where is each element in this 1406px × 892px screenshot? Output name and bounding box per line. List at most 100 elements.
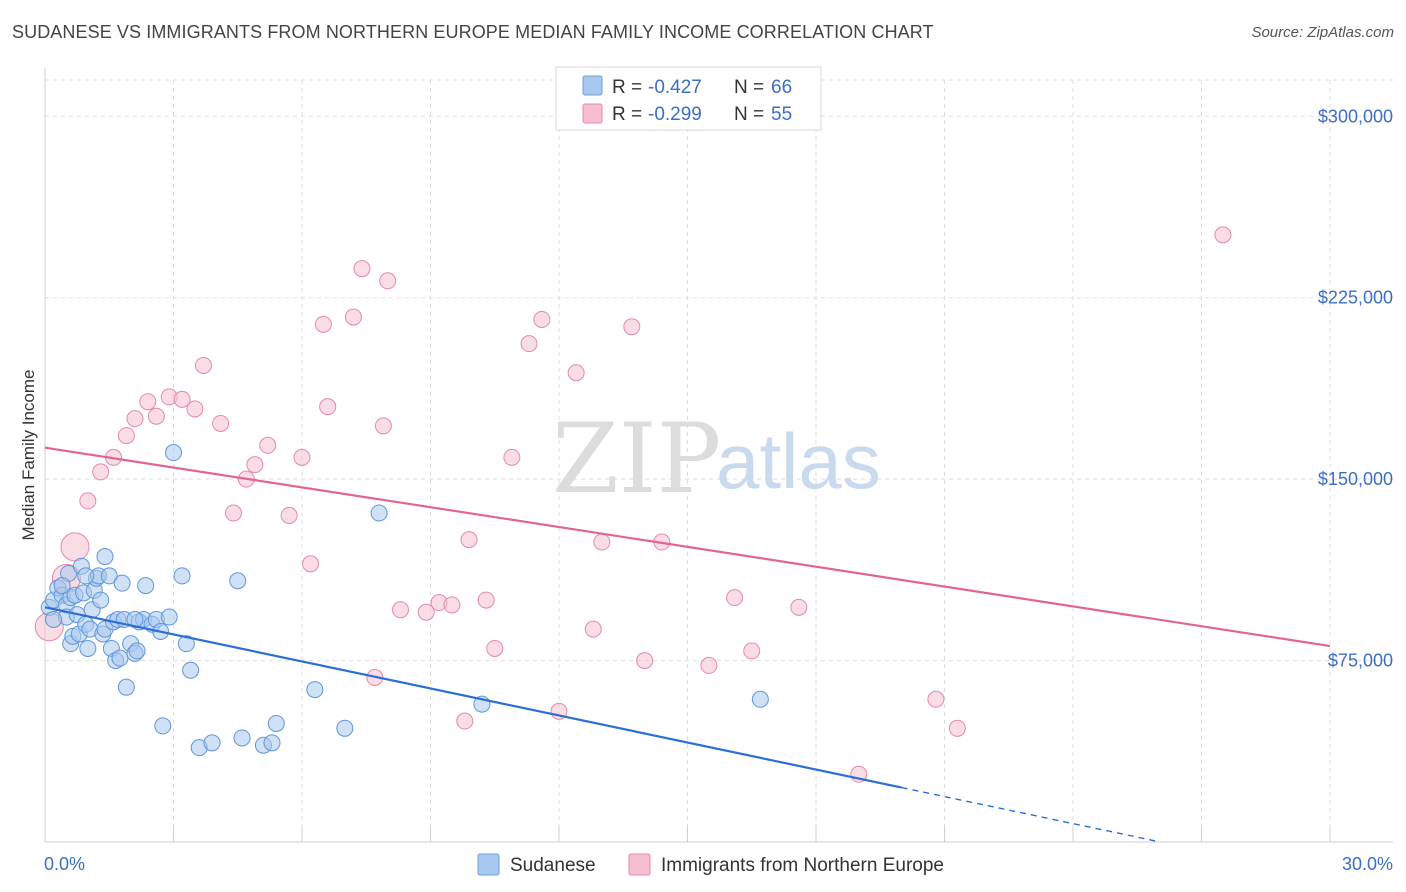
gridlines — [45, 79, 1393, 842]
legend-r-label-1: R = — [612, 77, 642, 98]
northern-europe-point-32 — [443, 596, 461, 614]
sudanese-point-55 — [263, 734, 281, 752]
northern-europe-point-35 — [477, 591, 495, 609]
y-tick-labels: $75,000 $150,000 $225,000 $300,000 — [1318, 106, 1393, 670]
legend-n-label-2: N = — [734, 104, 764, 125]
sudanese-point-57 — [306, 681, 324, 699]
northern-europe-point-27 — [374, 417, 392, 435]
northern-europe-point-54 — [1214, 226, 1232, 244]
sudanese-point-51 — [203, 734, 221, 752]
sudanese-trend-line — [44, 606, 902, 789]
sudanese-point-48 — [177, 635, 195, 653]
y-tick-label-0: $75,000 — [1328, 651, 1393, 671]
northern-europe-point-17 — [246, 456, 264, 474]
northern-europe-trend-line — [44, 446, 1331, 648]
watermark-atlas: atlas — [716, 417, 881, 505]
bottom-legend-northern-europe: Immigrants from Northern Europe — [661, 855, 944, 876]
legend-r-value-1: -0.427 — [648, 77, 702, 98]
sudanese-point-56 — [267, 714, 285, 732]
sudanese-point-64 — [126, 610, 144, 628]
sudanese-point-59 — [370, 504, 388, 522]
northern-europe-point-25 — [353, 260, 371, 278]
sudanese-point-16 — [79, 639, 97, 657]
bottom-legend-sudanese: Sudanese — [510, 855, 596, 876]
sudanese-point-46 — [165, 444, 182, 462]
legend-n-value-1: 66 — [771, 77, 792, 98]
chart-title: SUDANESE VS IMMIGRANTS FROM NORTHERN EUR… — [12, 22, 934, 42]
axes — [44, 68, 1393, 843]
northern-europe-point-14 — [212, 415, 230, 433]
legend-r-value-2: -0.299 — [648, 104, 702, 125]
x-tick-label-max: 30.0% — [1342, 854, 1393, 874]
sudanese-point-58 — [336, 719, 354, 737]
northern-europe-point-3 — [79, 492, 97, 510]
bottom-legend-swatch-sudanese — [477, 853, 500, 876]
sudanese-point-40 — [137, 577, 155, 595]
northern-europe-point-44 — [623, 318, 641, 336]
sudanese-point-63 — [77, 567, 95, 585]
sudanese-point-22 — [92, 591, 110, 609]
sudanese-point-52 — [229, 572, 247, 590]
legend-n-label-1: N = — [734, 77, 764, 98]
northern-europe-point-53 — [948, 719, 966, 737]
northern-europe-point-29 — [392, 601, 410, 619]
northern-europe-point-50 — [790, 598, 808, 616]
sudanese-point-49 — [182, 661, 200, 679]
northern-europe-point-45 — [636, 652, 654, 670]
northern-europe-point-49 — [743, 642, 761, 660]
northern-europe-point-52 — [927, 690, 945, 708]
northern-europe-point-12 — [186, 400, 204, 418]
sudanese-point-25 — [96, 548, 114, 566]
northern-europe-point-20 — [293, 448, 311, 466]
northern-europe-point-15 — [224, 504, 242, 522]
northern-europe-point-33 — [456, 712, 474, 730]
sudanese-point-65 — [45, 610, 63, 628]
sudanese-point-47 — [173, 567, 191, 585]
northern-europe-point-23 — [319, 398, 337, 416]
northern-europe-point-4 — [92, 463, 110, 481]
northern-europe-point-28 — [379, 272, 397, 290]
northern-europe-point-6 — [117, 427, 135, 445]
northern-europe-point-43 — [593, 533, 611, 551]
northern-europe-point-30 — [417, 603, 435, 621]
legend-swatch-northern-europe — [582, 103, 603, 124]
northern-europe-point-39 — [533, 310, 551, 328]
northern-europe-point-21 — [302, 555, 320, 573]
northern-europe-point-2 — [60, 532, 90, 562]
northern-europe-point-13 — [194, 356, 212, 374]
northern-europe-point-41 — [567, 364, 585, 382]
legend-swatch-sudanese — [582, 75, 603, 96]
northern-europe-point-9 — [147, 407, 165, 425]
x-tick-label-min: 0.0% — [44, 854, 85, 874]
y-axis-title: Median Family Income — [19, 369, 38, 540]
watermark-zip: ZIP — [552, 403, 721, 515]
sudanese-point-26 — [100, 567, 118, 585]
sudanese-point-45 — [160, 608, 178, 626]
sudanese-point-37 — [128, 642, 146, 660]
sudanese-point-31 — [111, 649, 129, 667]
y-tick-label-3: $300,000 — [1318, 106, 1393, 126]
trend-lines — [44, 446, 1331, 843]
legend-n-value-2: 55 — [771, 104, 792, 125]
northern-europe-point-34 — [460, 531, 478, 549]
northern-europe-point-7 — [126, 410, 144, 428]
northern-europe-point-19 — [280, 506, 298, 524]
legend-box: R = -0.427 N = 66 R = -0.299 N = 55 — [555, 66, 822, 131]
sudanese-point-61 — [751, 690, 769, 708]
northern-europe-point-36 — [486, 639, 504, 657]
sudanese-point-34 — [117, 678, 135, 696]
sudanese-point-32 — [113, 574, 131, 592]
sudanese-trend-extension — [901, 786, 1159, 843]
northern-europe-point-11 — [173, 390, 191, 408]
northern-europe-point-47 — [700, 656, 718, 674]
legend-r-label-2: R = — [612, 104, 642, 125]
sudanese-point-53 — [233, 729, 251, 747]
northern-europe-point-38 — [520, 335, 538, 353]
northern-europe-point-48 — [726, 589, 744, 607]
y-tick-label-2: $225,000 — [1318, 288, 1393, 308]
northern-europe-point-22 — [314, 315, 332, 333]
chart-source: Source: ZipAtlas.com — [1251, 24, 1394, 41]
northern-europe-point-24 — [344, 308, 362, 326]
sudanese-point-62 — [53, 577, 71, 595]
